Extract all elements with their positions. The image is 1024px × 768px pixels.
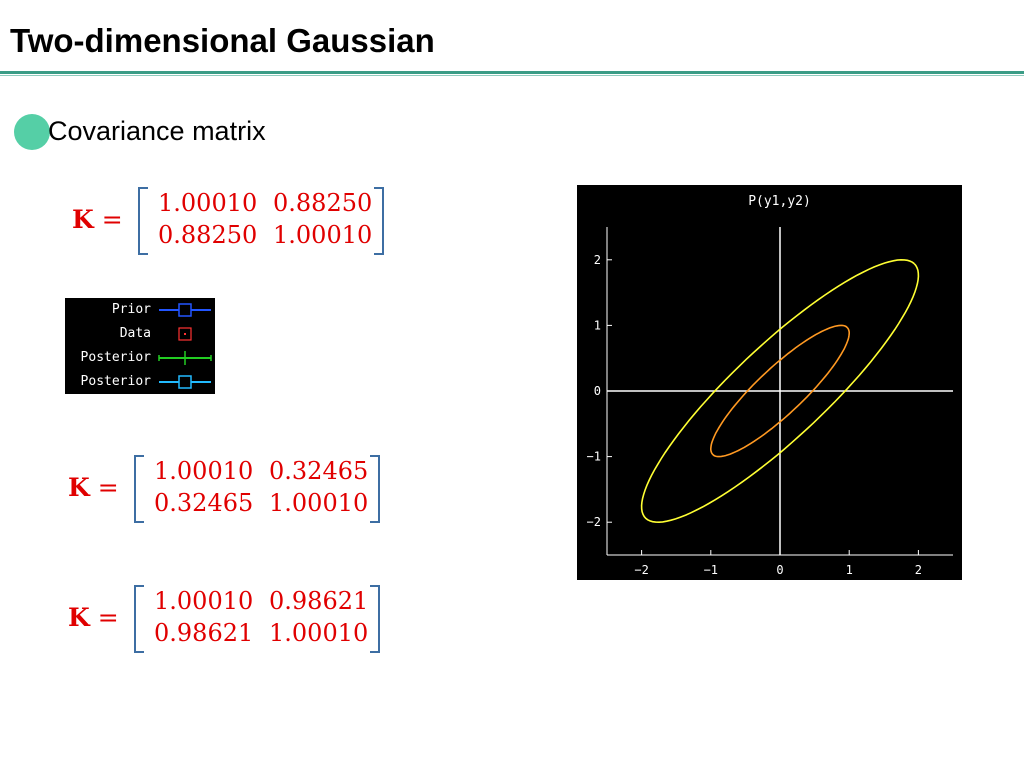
matrix-cell: 0.88250: [158, 221, 258, 249]
title-underline: [0, 71, 1024, 74]
matrix-cell: 0.32465: [154, 489, 254, 517]
covariance-equation-3: K = 1.00010 0.98621 0.98621 1.00010: [68, 585, 388, 653]
right-bracket: [374, 187, 384, 255]
matrix-cell: 1.00010: [154, 457, 254, 485]
matrix-cell: 1.00010: [269, 619, 369, 647]
matrix-cell: 0.88250: [273, 189, 373, 217]
bullet-icon: [14, 114, 50, 150]
left-bracket: [138, 187, 148, 255]
matrix-cell: 0.32465: [269, 457, 369, 485]
matrix-cell: 0.98621: [269, 587, 369, 615]
matrix-cell: 0.98621: [154, 619, 254, 647]
equation-lhs: K =: [68, 473, 119, 502]
legend-item-prior: Prior: [65, 298, 215, 322]
legend-label: Prior: [111, 302, 151, 317]
x-tick-label: −2: [634, 563, 648, 577]
matrix-cell: 1.00010: [158, 189, 258, 217]
plot-title: P(y1,y2): [748, 194, 811, 209]
covariance-equation-1: K = 1.00010 0.88250 0.88250 1.00010: [72, 187, 392, 255]
matrix-cell: 1.00010: [269, 489, 369, 517]
title-underline-thin: [0, 75, 1024, 76]
plot-canvas: −2 −1 0 1 2 2 1 0 −1 −2: [587, 227, 953, 577]
x-tick-label: 2: [915, 563, 922, 577]
legend-item-posterior-1: Posterior: [65, 346, 215, 370]
legend-item-posterior-2: Posterior: [65, 370, 215, 394]
bullet-covariance-matrix: Covariance matrix: [48, 116, 266, 146]
legend-marker-square-icon: [159, 375, 211, 389]
equation-lhs: K =: [72, 205, 123, 234]
y-tick-label: 2: [594, 253, 601, 267]
x-tick-label: 0: [776, 563, 783, 577]
left-bracket: [134, 585, 144, 653]
y-tick-label: −1: [587, 450, 601, 464]
matrix-cell: 1.00010: [273, 221, 373, 249]
slide-title: Two-dimensional Gaussian: [10, 22, 435, 59]
right-bracket: [370, 455, 380, 523]
legend-marker-plus-icon: [158, 351, 212, 365]
gaussian-contour-plot: P(y1,y2) −2 −1 0 1 2 2 1 0 −1 −2: [577, 185, 962, 580]
plot-legend: Prior Data Posterior Posterior: [65, 298, 215, 394]
matrix-cell: 1.00010: [154, 587, 254, 615]
y-tick-label: −2: [587, 515, 601, 529]
legend-label: Posterior: [80, 374, 151, 389]
legend-marker-square-icon: [159, 303, 211, 317]
legend-label: Data: [119, 326, 151, 341]
legend-item-data: Data: [65, 322, 215, 346]
y-tick-label: 0: [594, 384, 601, 398]
covariance-equation-2: K = 1.00010 0.32465 0.32465 1.00010: [68, 455, 388, 523]
contour-ellipse-2: [710, 324, 851, 458]
legend-marker-dotted-square-icon: [178, 327, 192, 341]
equation-lhs: K =: [68, 603, 119, 632]
x-tick-label: 1: [846, 563, 853, 577]
left-bracket: [134, 455, 144, 523]
right-bracket: [370, 585, 380, 653]
legend-label: Posterior: [80, 350, 151, 365]
contour-ellipse-1: [640, 258, 920, 524]
x-tick-label: −1: [704, 563, 718, 577]
y-tick-label: 1: [594, 318, 601, 332]
